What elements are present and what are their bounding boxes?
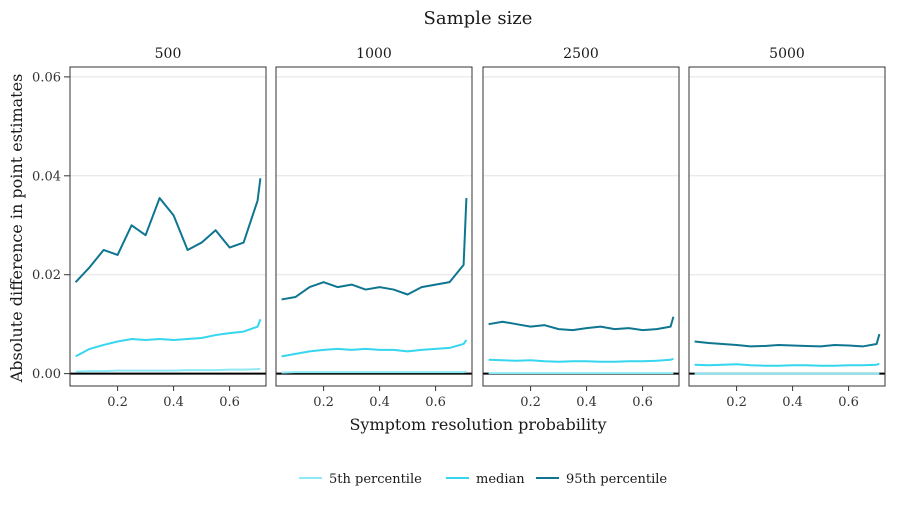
panel-strip-label: 500 bbox=[155, 46, 182, 62]
series-line-median bbox=[488, 357, 674, 363]
x-tick-label: 0.6 bbox=[219, 395, 240, 410]
chart-title: Sample size bbox=[424, 8, 533, 29]
panel-border bbox=[69, 66, 267, 387]
panel-strip-label: 2500 bbox=[563, 46, 599, 62]
y-axis-label: Absolute difference in point estimates bbox=[7, 74, 26, 384]
x-tick-label: 0.2 bbox=[520, 395, 541, 410]
legend-item-p95: 95th percentile bbox=[536, 472, 667, 487]
y-tick-label: 0.02 bbox=[32, 268, 61, 283]
series-line-median bbox=[281, 339, 468, 358]
x-tick-label: 0.4 bbox=[163, 395, 184, 410]
y-tick-label: 0.04 bbox=[32, 169, 61, 184]
series-line-p95 bbox=[74, 178, 262, 283]
series-line-median bbox=[75, 318, 262, 358]
y-tick-label: 0.00 bbox=[32, 367, 61, 382]
legend-item-median: median bbox=[446, 472, 525, 487]
x-tick-label: 0.6 bbox=[838, 395, 859, 410]
panel-border bbox=[688, 66, 886, 387]
panel-1000: 1000 0.2 0.4 0.6 bbox=[275, 46, 473, 410]
series-line-p95 bbox=[281, 198, 468, 301]
x-tick-label: 0.6 bbox=[632, 395, 653, 410]
panel-border bbox=[275, 66, 473, 387]
series-line-p5 bbox=[75, 367, 261, 373]
legend-item-p5: 5th percentile bbox=[299, 472, 422, 487]
legend: 5th percentile median 95th percentile bbox=[299, 472, 667, 487]
legend-label-p95: 95th percentile bbox=[566, 472, 667, 487]
panel-2500: 2500 0.2 0.4 0.6 bbox=[482, 46, 680, 410]
panel-strip-label: 5000 bbox=[769, 46, 805, 62]
series-line-p95 bbox=[488, 316, 675, 332]
panel-500: 500 0.2 0.4 0.6 bbox=[69, 46, 267, 410]
legend-label-p5: 5th percentile bbox=[329, 472, 422, 487]
panel-border bbox=[482, 66, 680, 387]
x-tick-label: 0.2 bbox=[107, 395, 128, 410]
x-tick-label: 0.6 bbox=[425, 395, 446, 410]
x-tick-label: 0.4 bbox=[782, 395, 803, 410]
series-line-p95 bbox=[694, 333, 881, 348]
x-tick-label: 0.4 bbox=[369, 395, 390, 410]
x-tick-label: 0.4 bbox=[576, 395, 597, 410]
series-line-median bbox=[694, 362, 880, 367]
x-tick-label: 0.2 bbox=[726, 395, 747, 410]
panel-5000: 5000 0.2 0.4 0.6 bbox=[688, 46, 886, 410]
series-line-p5 bbox=[281, 370, 467, 374]
x-axis-label: Symptom resolution probability bbox=[349, 415, 606, 434]
legend-label-median: median bbox=[476, 472, 525, 487]
panels-layer: 0.00 0.02 0.04 0.06 500 0.2 0.4 0.6 1000 0.2 0.4 0.… bbox=[32, 46, 886, 410]
panel-strip-label: 1000 bbox=[356, 46, 392, 62]
y-tick-label: 0.06 bbox=[32, 70, 61, 85]
x-tick-label: 0.2 bbox=[313, 395, 334, 410]
